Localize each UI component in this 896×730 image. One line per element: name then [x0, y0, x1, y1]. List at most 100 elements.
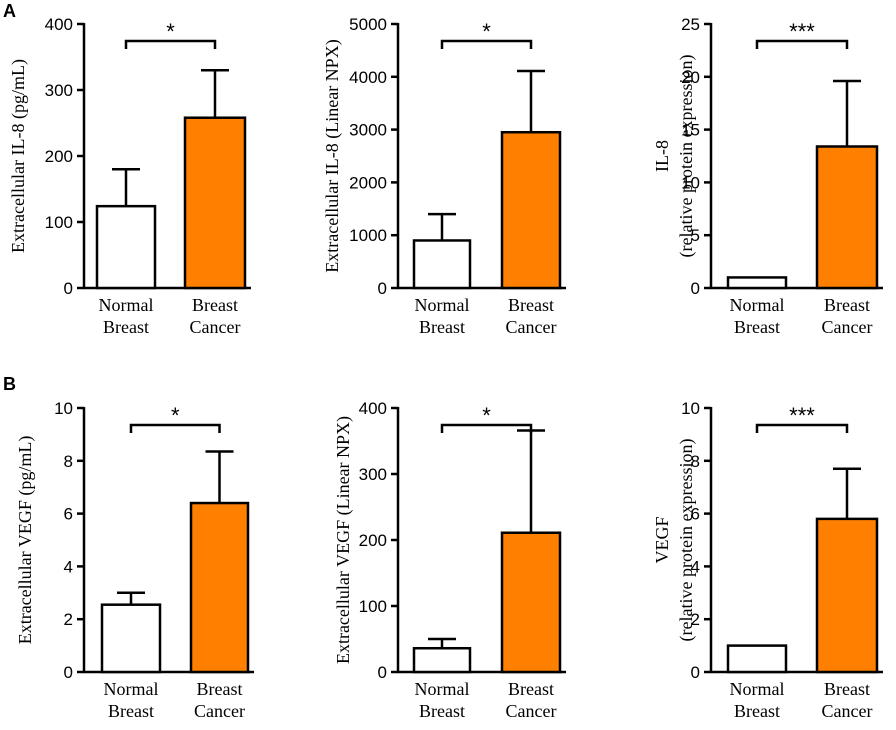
y-tick-label: 10 [681, 399, 700, 418]
category-label: Cancer [194, 701, 245, 721]
significance-marker: * [166, 19, 175, 44]
bar-breast-cancer [189, 501, 250, 674]
significance-bracket [755, 423, 849, 433]
bar-normal-breast [95, 204, 157, 290]
y-tick-label: 200 [45, 147, 73, 166]
y-tick-label: 10 [681, 173, 700, 192]
chart-5: 0 100 200 300 400 Extracellular VEGF (Linear … [333, 399, 566, 721]
y-tick-label: 25 [681, 15, 700, 34]
y-tick-label: 0 [64, 663, 73, 682]
y-tick-label: 2 [64, 610, 73, 629]
y-tick-label: 10 [54, 399, 73, 418]
category-label: Breast [419, 317, 465, 337]
y-axis-label: Extracellular VEGF (pg/mL) [15, 436, 36, 645]
significance-marker: *** [789, 403, 815, 428]
category-label: Normal [99, 295, 154, 315]
category-label: Cancer [822, 317, 873, 337]
significance-bracket [124, 39, 217, 49]
y-tick-label: 3000 [349, 121, 387, 140]
chart-3: 0 5 10 15 20 25 IL-8 (relative protein expressi… [652, 15, 883, 337]
category-label: Normal [415, 679, 470, 699]
category-label: Breast [108, 701, 154, 721]
y-tick-label: 200 [359, 531, 387, 550]
y-tick-label: 2 [691, 610, 700, 629]
category-label: Breast [734, 317, 780, 337]
bar-breast-cancer [500, 130, 562, 290]
bar-normal-breast [726, 644, 788, 674]
category-label: Breast [824, 679, 870, 699]
y-axis-label: Extracellular IL-8 (pg/mL) [8, 59, 29, 253]
y-axis-label: Extracellular VEGF (Linear NPX) [333, 416, 354, 664]
bar-normal-breast [412, 646, 472, 674]
y-tick-label: 6 [691, 505, 700, 524]
y-tick-label: 0 [691, 663, 700, 682]
category-label: Normal [104, 679, 159, 699]
significance-bracket [755, 39, 849, 49]
y-axis-label: IL-8 [652, 140, 672, 172]
chart-1: 0 100 200 300 400 Extracellular IL-8 (pg/mL) N… [8, 15, 251, 337]
y-tick-label: 20 [681, 68, 700, 87]
category-label: Normal [730, 295, 785, 315]
y-tick-label: 4000 [349, 68, 387, 87]
significance-bracket [440, 423, 533, 433]
y-tick-label: 300 [45, 81, 73, 100]
y-tick-label: 300 [359, 465, 387, 484]
y-tick-label: 100 [45, 213, 73, 232]
y-axis-label: VEGF [652, 516, 672, 563]
category-label: Cancer [190, 317, 241, 337]
bar-normal-breast [726, 276, 788, 290]
category-label: Breast [103, 317, 149, 337]
category-label: Breast [192, 295, 238, 315]
chart-6: 0 2 4 6 8 10 VEGF (relative protein expression)… [652, 399, 883, 721]
chart-2: 0 1000 2000 3000 4000 5000 Extracellular IL-8 … [322, 15, 566, 337]
y-tick-label: 8 [691, 452, 700, 471]
y-tick-label: 8 [64, 452, 73, 471]
bar-breast-cancer [815, 145, 879, 290]
y-tick-label: 0 [64, 279, 73, 298]
category-label: Cancer [822, 701, 873, 721]
y-axis-label: (relative protein expression) [676, 55, 697, 258]
y-axis-label: Extracellular IL-8 (Linear NPX) [322, 39, 343, 272]
y-tick-label: 4 [691, 557, 700, 576]
significance-marker: * [482, 403, 491, 428]
y-tick-label: 1000 [349, 226, 387, 245]
significance-marker: * [482, 19, 491, 44]
bar-breast-cancer [815, 517, 879, 674]
category-label: Breast [824, 295, 870, 315]
y-tick-label: 0 [691, 279, 700, 298]
category-label: Cancer [506, 317, 557, 337]
category-label: Normal [730, 679, 785, 699]
panel-label-a: A [3, 1, 16, 21]
category-label: Breast [508, 679, 554, 699]
bar-normal-breast [100, 603, 162, 674]
y-tick-label: 400 [359, 399, 387, 418]
bar-normal-breast [412, 239, 472, 290]
y-tick-label: 5000 [349, 15, 387, 34]
bar-breast-cancer [183, 116, 247, 290]
y-tick-label: 400 [45, 15, 73, 34]
significance-marker: * [171, 403, 180, 428]
y-tick-label: 15 [681, 121, 700, 140]
panel-label-b: B [3, 374, 16, 394]
y-tick-label: 4 [64, 557, 73, 576]
y-axis-label: (relative protein expression) [676, 439, 697, 642]
category-label: Breast [419, 701, 465, 721]
significance-bracket [129, 423, 221, 433]
bar-breast-cancer [500, 531, 562, 674]
y-tick-label: 100 [359, 597, 387, 616]
category-label: Normal [415, 295, 470, 315]
y-tick-label: 0 [378, 279, 387, 298]
y-tick-label: 5 [691, 226, 700, 245]
y-tick-label: 2000 [349, 173, 387, 192]
category-label: Breast [734, 701, 780, 721]
y-tick-label: 0 [378, 663, 387, 682]
significance-bracket [440, 39, 533, 49]
category-label: Cancer [506, 701, 557, 721]
category-label: Breast [508, 295, 554, 315]
category-label: Breast [197, 679, 243, 699]
y-tick-label: 6 [64, 505, 73, 524]
significance-marker: *** [789, 19, 815, 44]
